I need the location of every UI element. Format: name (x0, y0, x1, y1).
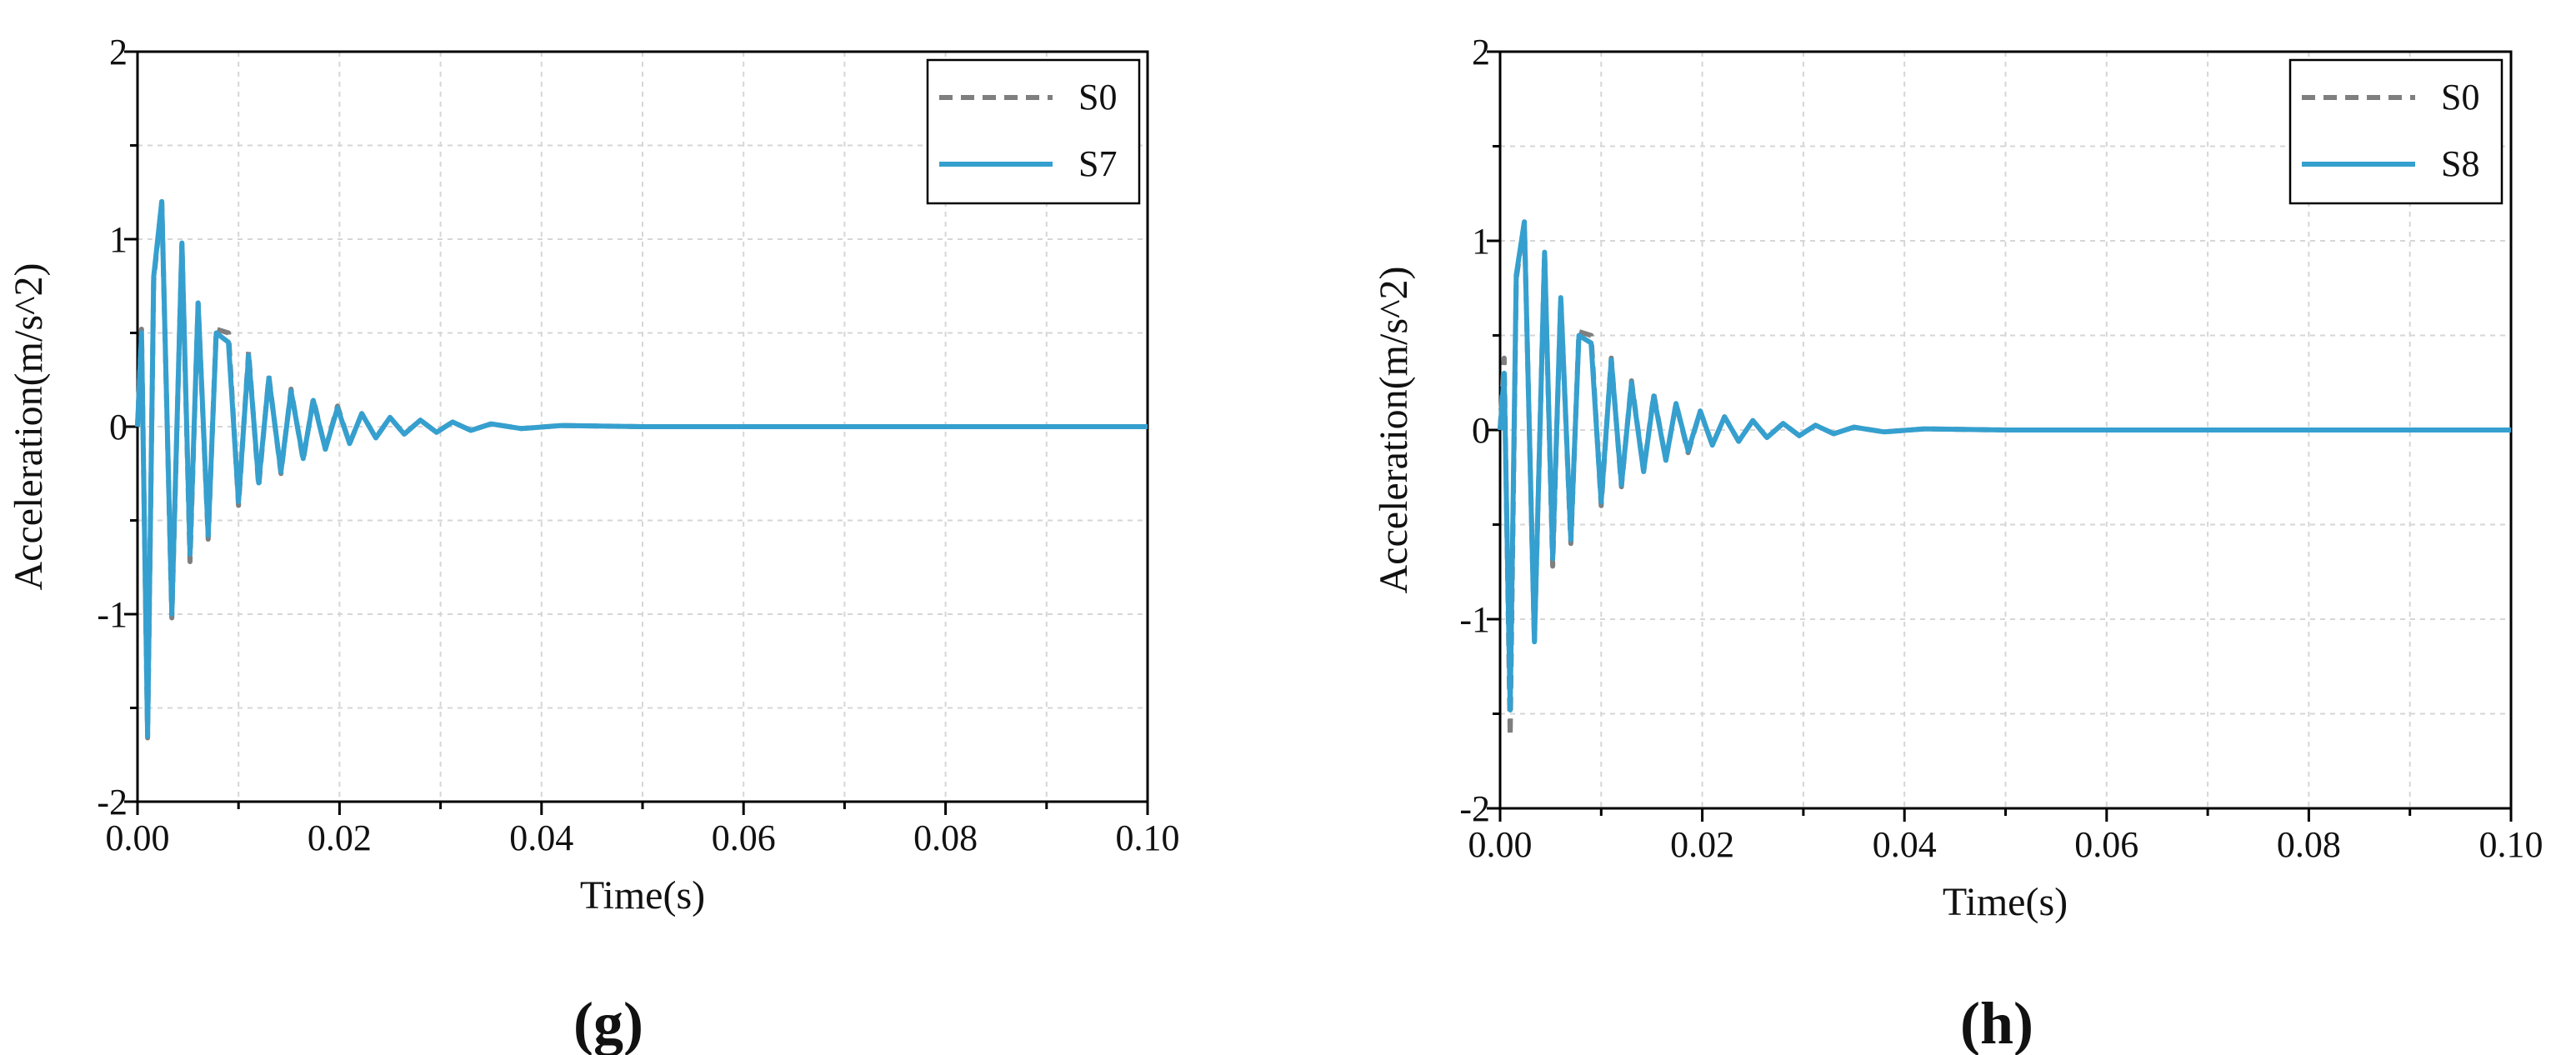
y-axis-title-g: Acceleration(m/s^2) (7, 262, 51, 590)
x-tick-label: 0.08 (2277, 824, 2341, 865)
x-tick-label: 0.06 (2074, 824, 2138, 865)
legend-box-h (2288, 58, 2503, 205)
panel-h: 0.00 0.02 0.04 0.06 0.08 0.10 -2 -1 0 1 … (1372, 32, 2543, 1055)
x-tick-labels-g: 0.00 0.02 0.04 0.06 0.08 0.10 (106, 818, 1180, 858)
panel-g: 0.00 0.02 0.04 0.06 0.08 0.10 -2 -1 0 1 … (7, 32, 1180, 1055)
x-tick-label: 0.04 (509, 818, 573, 858)
x-tick-label: 0.00 (1468, 824, 1533, 865)
legend-label-s7-g: S7 (1078, 143, 1117, 184)
y-tick-label: 1 (109, 219, 128, 260)
x-tick-label: 0.02 (308, 818, 372, 858)
legend-label-s8-h: S8 (2441, 143, 2479, 184)
x-tick-label: 0.08 (913, 818, 978, 858)
x-tick-label: 0.02 (1670, 824, 1734, 865)
y-tick-label: -1 (1459, 599, 1490, 640)
legend-g: S0 S7 (926, 58, 1141, 205)
y-tick-label: 2 (1472, 32, 1490, 72)
x-tick-label: 0.04 (1873, 824, 1937, 865)
y-tick-labels-h: -2 -1 0 1 2 (1459, 32, 1490, 829)
series-line-s8-h (1498, 219, 2511, 712)
y-tick-label: 0 (1472, 410, 1490, 451)
ticks-h (1487, 50, 2513, 822)
series-line-s7-g (135, 199, 1148, 739)
ticks-g (124, 50, 1149, 815)
y-tick-label: -1 (97, 594, 128, 635)
x-axis-title-h: Time(s) (1943, 880, 2068, 924)
legend-label-s0-h: S0 (2441, 77, 2479, 118)
y-tick-label: -2 (97, 782, 128, 822)
panel-label-g: (g) (573, 990, 643, 1055)
legend-label-s0-g: S0 (1078, 77, 1117, 118)
x-tick-label: 0.06 (712, 818, 776, 858)
y-tick-label: 0 (109, 407, 128, 448)
y-tick-label: 2 (109, 32, 128, 72)
legend-h: S0 S8 (2288, 58, 2503, 205)
x-tick-label: 0.00 (106, 818, 170, 858)
panel-label-h: (h) (1960, 990, 2033, 1055)
x-axis-title-g: Time(s) (580, 873, 705, 918)
x-tick-labels-h: 0.00 0.02 0.04 0.06 0.08 0.10 (1468, 824, 2543, 865)
x-tick-label: 0.10 (1116, 818, 1180, 858)
legend-box-g (926, 58, 1141, 205)
y-tick-labels-g: -2 -1 0 1 2 (97, 32, 128, 822)
y-tick-label: 1 (1472, 221, 1490, 262)
x-tick-label: 0.10 (2479, 824, 2543, 865)
series-line-s0-h (1498, 219, 2511, 739)
y-tick-label: -2 (1459, 788, 1490, 829)
y-axis-title-h: Acceleration(m/s^2) (1372, 266, 1416, 593)
